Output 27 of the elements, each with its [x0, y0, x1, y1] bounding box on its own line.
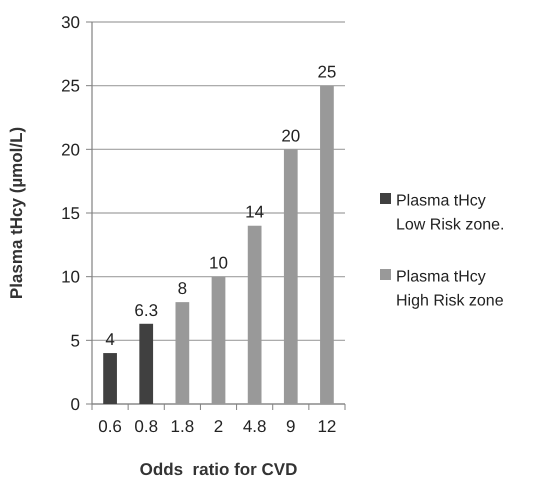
data-label: 4 [105, 330, 115, 350]
x-tick-label: 2 [214, 417, 224, 436]
y-tick-label: 30 [61, 12, 80, 32]
x-tick-label: 4.8 [242, 417, 266, 436]
data-label: 25 [317, 62, 336, 82]
data-label: 8 [178, 279, 188, 298]
data-label: 10 [209, 254, 228, 273]
y-tick-label: 5 [70, 331, 80, 350]
y-tick-label: 20 [61, 140, 80, 160]
x-axis-title: Odds ratio for CVD [140, 460, 298, 479]
data-label: 6.3 [134, 300, 158, 320]
y-tick-label: 15 [61, 204, 80, 223]
data-label: 14 [245, 202, 264, 222]
legend-label: Plasma tHcy Low Risk zone. [396, 192, 504, 234]
y-tick-label: 0 [70, 394, 80, 414]
x-tick-label: 1.8 [170, 417, 194, 436]
bar [103, 353, 117, 404]
x-tick-label: 0.8 [134, 417, 158, 436]
data-label: 20 [281, 126, 300, 146]
x-tick-label: 9 [286, 417, 296, 436]
x-tick-label: 12 [317, 417, 336, 436]
y-tick-label: 25 [61, 76, 80, 96]
y-tick-label: 10 [61, 268, 80, 287]
y-axis-title: Plasma tHcy (µmol/L) [7, 126, 26, 300]
x-tick-label: 0.6 [98, 417, 122, 436]
legend-label: Plasma tHcy High Risk zone [396, 268, 504, 310]
bar [139, 324, 154, 404]
